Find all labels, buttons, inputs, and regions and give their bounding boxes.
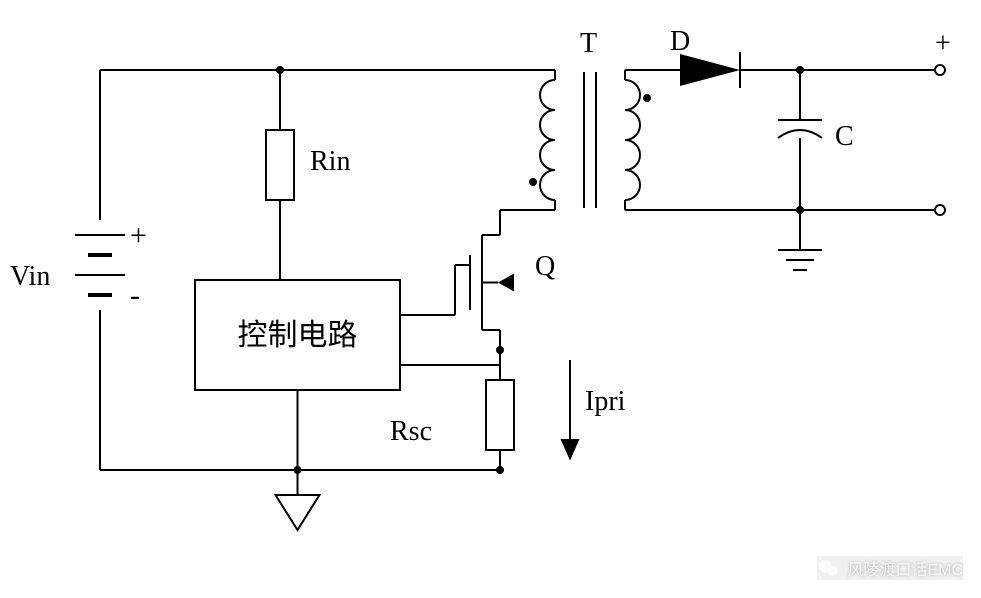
vin-plus: + <box>130 219 147 252</box>
wechat-icon <box>817 557 839 579</box>
label-c: C <box>835 121 854 152</box>
flyback-schematic: + - Vin Rin 控制电路 Q Rsc Ipri T D C + <box>0 0 981 598</box>
label-vin: Vin <box>10 261 50 292</box>
watermark: 风陵渡口话EMC <box>817 556 963 580</box>
label-ipri: Ipri <box>585 386 626 417</box>
labels: + - Vin Rin 控制电路 Q Rsc Ipri T D C + <box>10 26 951 447</box>
label-q: Q <box>535 251 555 282</box>
watermark-text: 风陵渡口话EMC <box>847 556 963 580</box>
label-control-block: 控制电路 <box>238 319 358 352</box>
components <box>88 54 945 530</box>
label-t: T <box>580 28 597 59</box>
label-out-plus: + <box>935 28 951 59</box>
label-rin: Rin <box>310 146 350 177</box>
label-d: D <box>670 26 690 57</box>
vin-minus: - <box>130 279 140 312</box>
label-rsc: Rsc <box>390 416 432 447</box>
